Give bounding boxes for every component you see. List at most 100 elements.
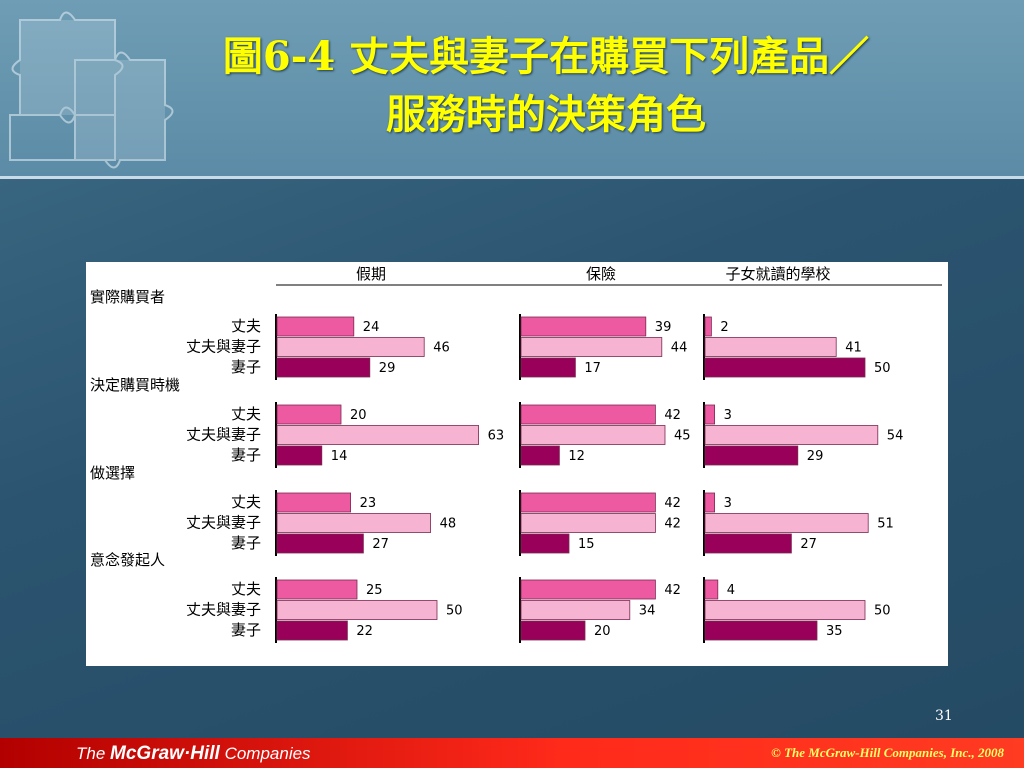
bar-2-2-1	[704, 513, 869, 533]
group-label-3: 意念發起人	[90, 551, 165, 569]
decision-role-bar-chart: 假期 保險 子女就讀的學校實際購買者丈夫丈夫與妻子妻子決定購買時機丈夫丈夫與妻子妻子…	[90, 265, 942, 643]
series-label-0-0: 丈夫	[231, 317, 261, 335]
panel-header-0: 假期	[356, 265, 386, 283]
bar-2-1-2	[704, 445, 799, 466]
bar-2-3-1	[704, 600, 866, 620]
group-label-0: 實際購買者	[90, 288, 165, 306]
panel-header-2: 子女就讀的學校	[725, 265, 830, 283]
bar-2-1-0	[704, 404, 716, 425]
bar-value-2-1-1: 54	[887, 429, 904, 444]
bar-value-2-2-1: 51	[877, 517, 894, 532]
bar-0-1-0	[276, 404, 342, 425]
series-label-2-0: 丈夫	[231, 493, 261, 511]
bar-value-2-2-0: 3	[724, 496, 732, 511]
bar-value-2-1-0: 3	[724, 408, 732, 423]
bar-1-0-0	[520, 316, 647, 337]
bar-value-2-0-2: 50	[874, 361, 891, 376]
bar-value-0-0-0: 24	[363, 320, 380, 335]
series-label-3-2: 妻子	[231, 621, 261, 639]
bar-value-1-3-1: 34	[639, 604, 656, 619]
puzzle-decoration-icon	[9, 11, 174, 169]
group-label-2: 做選擇	[90, 464, 135, 482]
bar-0-2-2	[276, 533, 364, 554]
bar-value-1-2-0: 42	[664, 496, 681, 511]
bar-value-0-1-1: 63	[488, 429, 505, 444]
bar-value-0-3-0: 25	[366, 583, 383, 598]
series-label-2-2: 妻子	[231, 534, 261, 552]
series-label-1-0: 丈夫	[231, 405, 261, 423]
bar-1-1-0	[520, 404, 656, 425]
bar-2-2-2	[704, 533, 792, 554]
bar-1-2-0	[520, 492, 656, 513]
bar-0-2-1	[276, 513, 432, 533]
slide-title: 圖6-4 丈夫與妻子在購買下列產品／ 服務時的決策角色	[96, 28, 996, 144]
chart-panel: 假期 保險 子女就讀的學校 實際購買者 丈夫 丈夫與妻子 妻子 決定購買時機 丈夫 丈夫與妻子 妻子…	[86, 262, 948, 666]
mcgraw-hill-logo: The McGraw·Hill Companies	[76, 743, 311, 765]
series-label-1-2: 妻子	[231, 446, 261, 464]
bar-value-2-3-1: 50	[874, 604, 891, 619]
bar-value-1-2-1: 42	[664, 517, 681, 532]
bar-0-0-1	[276, 337, 425, 357]
bar-0-0-2	[276, 357, 371, 378]
bar-1-2-2	[520, 533, 570, 554]
logo-prefix: The	[76, 744, 111, 763]
bar-2-3-2	[704, 620, 818, 641]
bar-0-1-2	[276, 445, 323, 466]
series-label-0-1: 丈夫與妻子	[186, 338, 261, 356]
bar-value-2-1-2: 29	[807, 449, 824, 464]
bar-0-3-2	[276, 620, 348, 641]
bar-value-1-1-0: 42	[664, 408, 681, 423]
footer-bar: The McGraw·Hill Companies © The McGraw-H…	[0, 738, 1024, 768]
bar-value-0-1-0: 20	[350, 408, 367, 423]
bar-1-1-2	[520, 445, 560, 466]
series-label-3-0: 丈夫	[231, 580, 261, 598]
bar-1-2-1	[520, 513, 656, 533]
bar-value-0-2-1: 48	[440, 517, 457, 532]
bar-value-2-3-0: 4	[727, 583, 735, 598]
bar-value-1-0-0: 39	[655, 320, 672, 335]
bar-value-0-2-0: 23	[360, 496, 377, 511]
logo-brand: McGraw·Hill	[110, 743, 220, 764]
bar-value-1-1-1: 45	[674, 429, 691, 444]
bar-value-2-2-2: 27	[800, 537, 817, 552]
title-line-1: 圖6-4 丈夫與妻子在購買下列產品／	[222, 33, 870, 80]
bar-0-2-0	[276, 492, 351, 513]
bar-value-0-3-2: 22	[356, 624, 373, 639]
bar-2-3-0	[704, 579, 719, 600]
logo-suffix: Companies	[219, 744, 311, 763]
copyright-text: © The McGraw-Hill Companies, Inc., 2008	[771, 745, 1004, 760]
slide-header: 圖6-4 丈夫與妻子在購買下列產品／ 服務時的決策角色	[0, 0, 1024, 179]
bar-0-1-1	[276, 425, 480, 445]
bar-value-2-3-2: 35	[826, 624, 843, 639]
series-label-3-1: 丈夫與妻子	[186, 601, 261, 619]
title-line-2: 服務時的決策角色	[386, 91, 706, 138]
bar-value-2-0-0: 2	[720, 320, 728, 335]
bar-value-2-0-1: 41	[845, 341, 862, 356]
bar-0-3-0	[276, 579, 358, 600]
bar-2-0-0	[704, 316, 712, 337]
group-label-1: 決定購買時機	[90, 376, 180, 394]
bar-0-3-1	[276, 600, 438, 620]
bar-value-0-0-1: 46	[433, 341, 450, 356]
bar-1-3-0	[520, 579, 656, 600]
bar-value-0-1-2: 14	[331, 449, 348, 464]
bar-2-0-1	[704, 337, 837, 357]
bar-1-0-2	[520, 357, 576, 378]
bar-value-0-0-2: 29	[379, 361, 396, 376]
bar-value-1-3-0: 42	[664, 583, 681, 598]
bar-2-2-0	[704, 492, 716, 513]
page-number: 31	[935, 708, 953, 724]
bar-value-0-2-2: 27	[372, 537, 389, 552]
bar-value-1-1-2: 12	[568, 449, 585, 464]
bar-1-3-1	[520, 600, 631, 620]
series-label-2-1: 丈夫與妻子	[186, 514, 261, 532]
bar-value-1-3-2: 20	[594, 624, 611, 639]
bar-1-0-1	[520, 337, 663, 357]
bar-2-1-1	[704, 425, 879, 445]
bar-1-3-2	[520, 620, 586, 641]
series-label-0-2: 妻子	[231, 358, 261, 376]
bar-value-1-0-2: 17	[584, 361, 601, 376]
bar-2-0-2	[704, 357, 866, 378]
bar-value-0-3-1: 50	[446, 604, 463, 619]
series-label-1-1: 丈夫與妻子	[186, 426, 261, 444]
